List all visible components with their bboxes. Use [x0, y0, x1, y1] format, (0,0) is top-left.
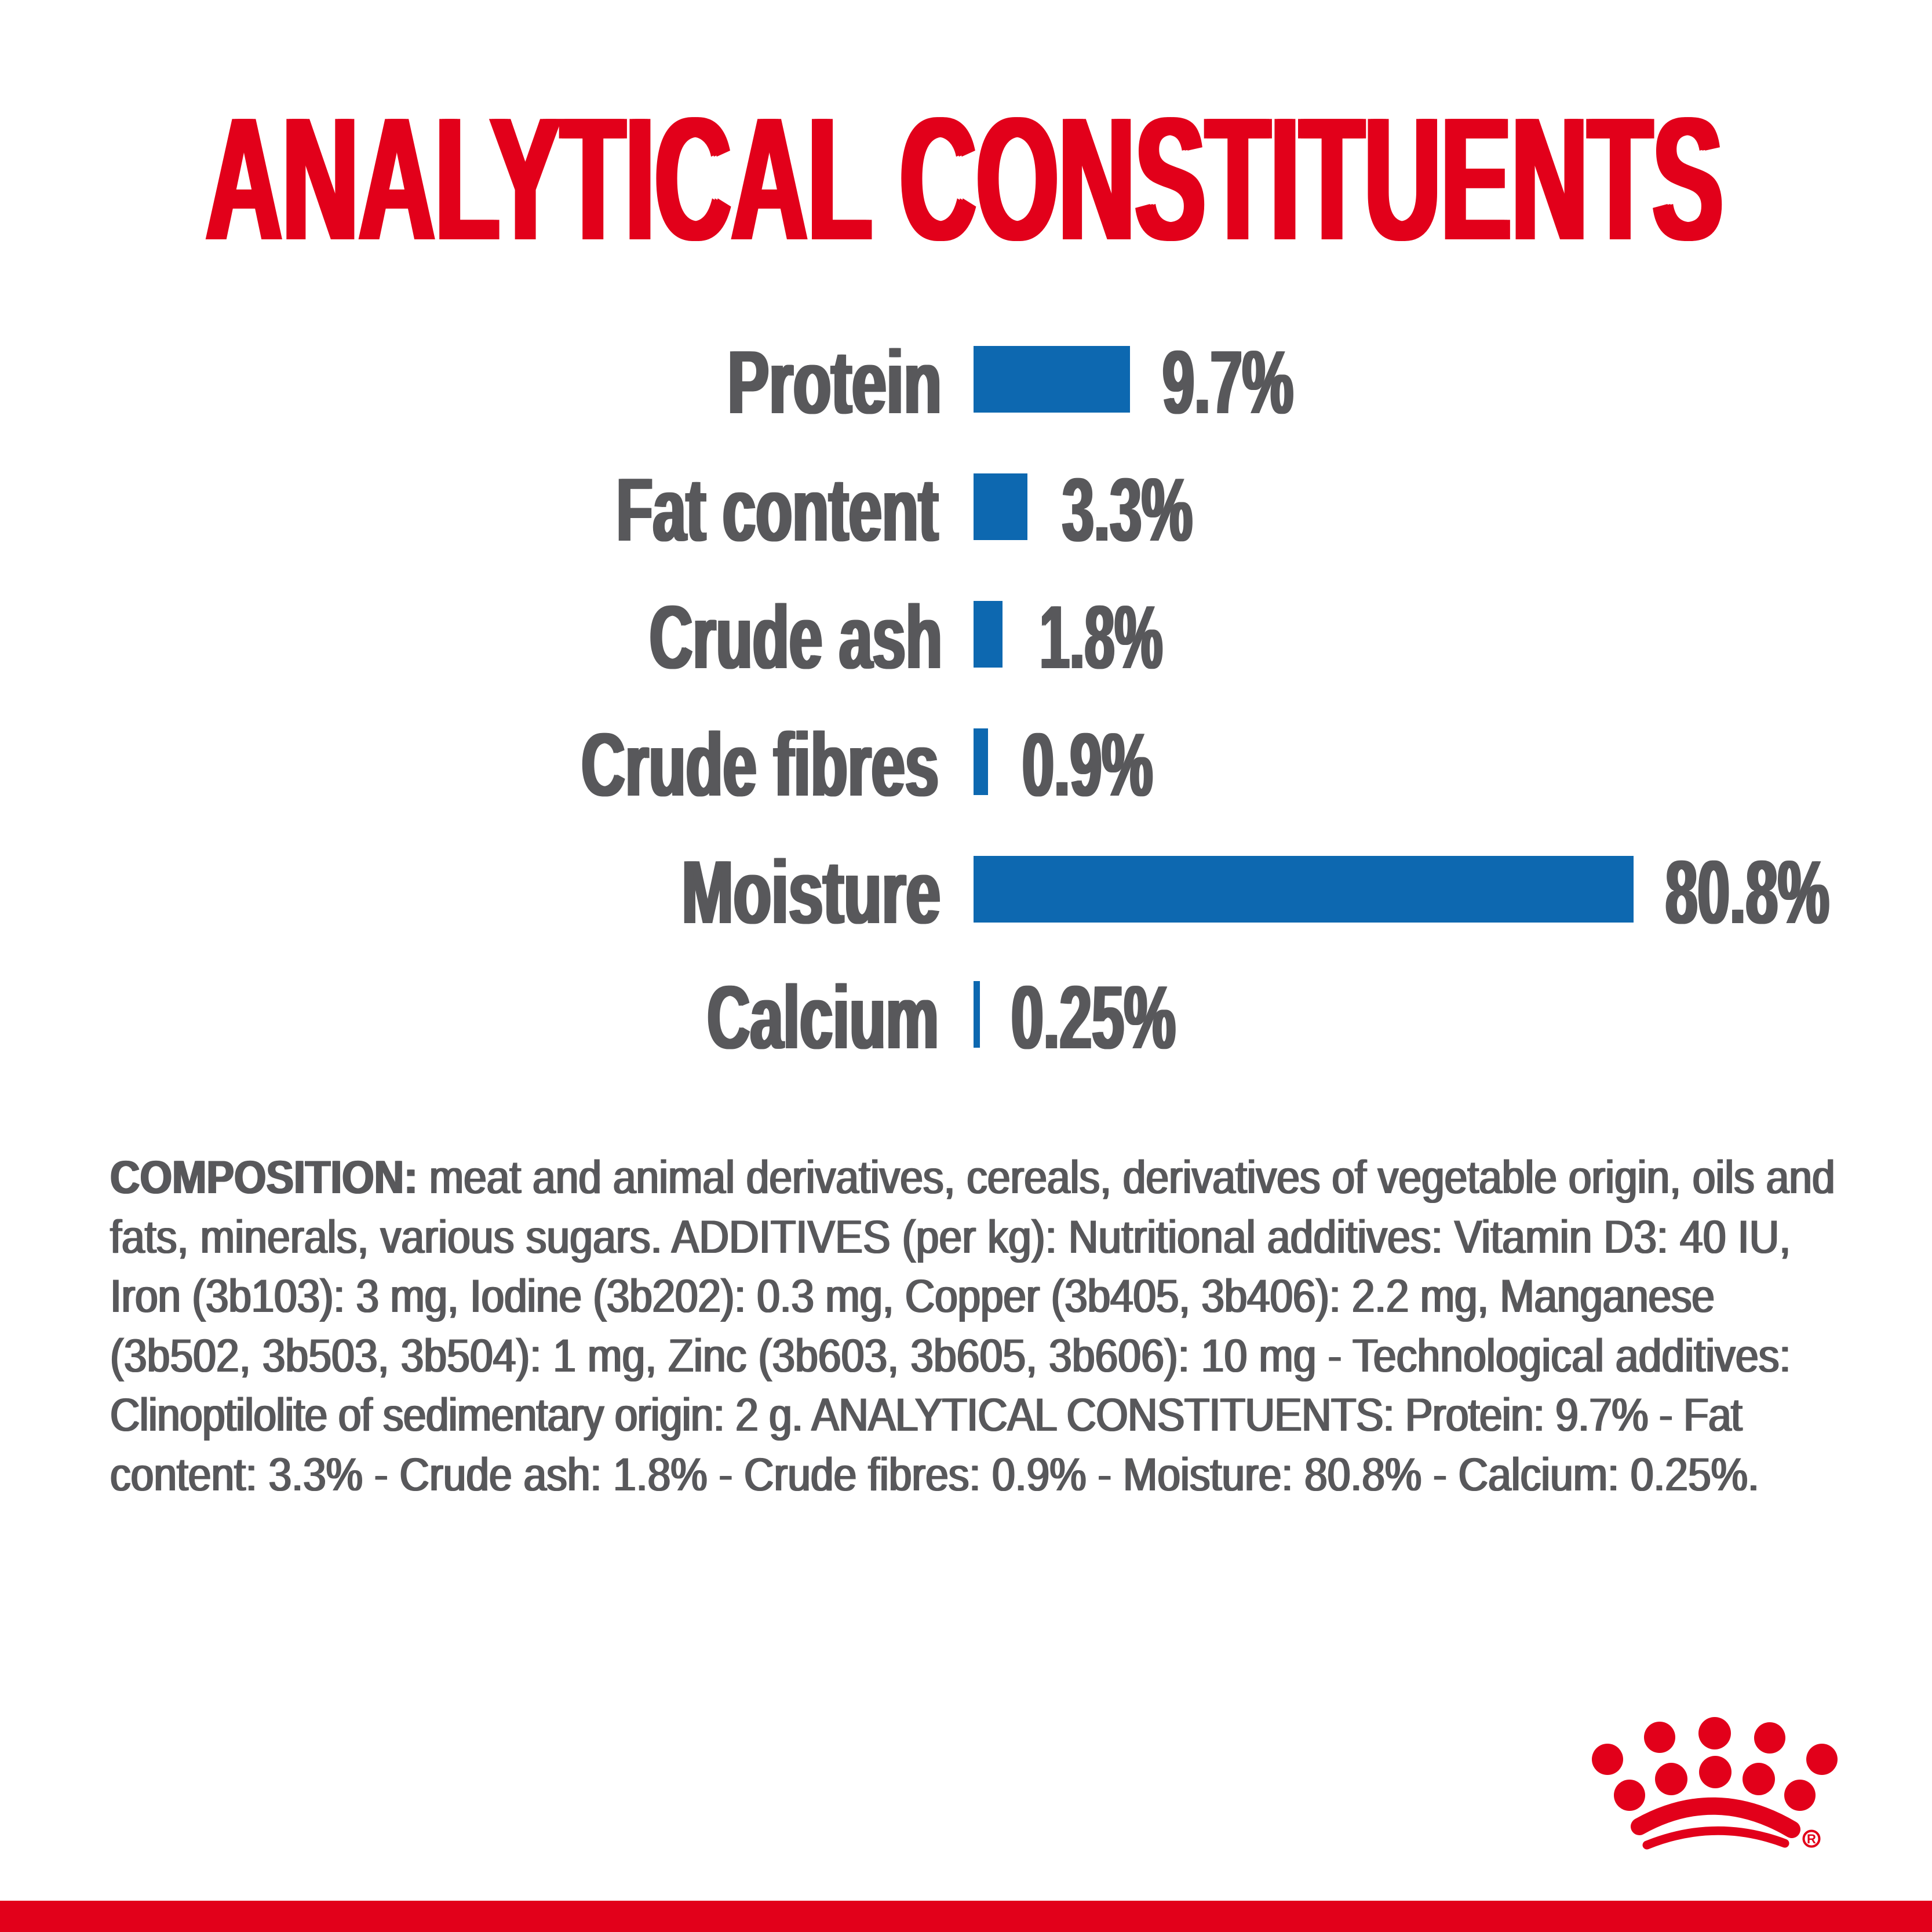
svg-text:R: R — [1807, 1832, 1816, 1846]
